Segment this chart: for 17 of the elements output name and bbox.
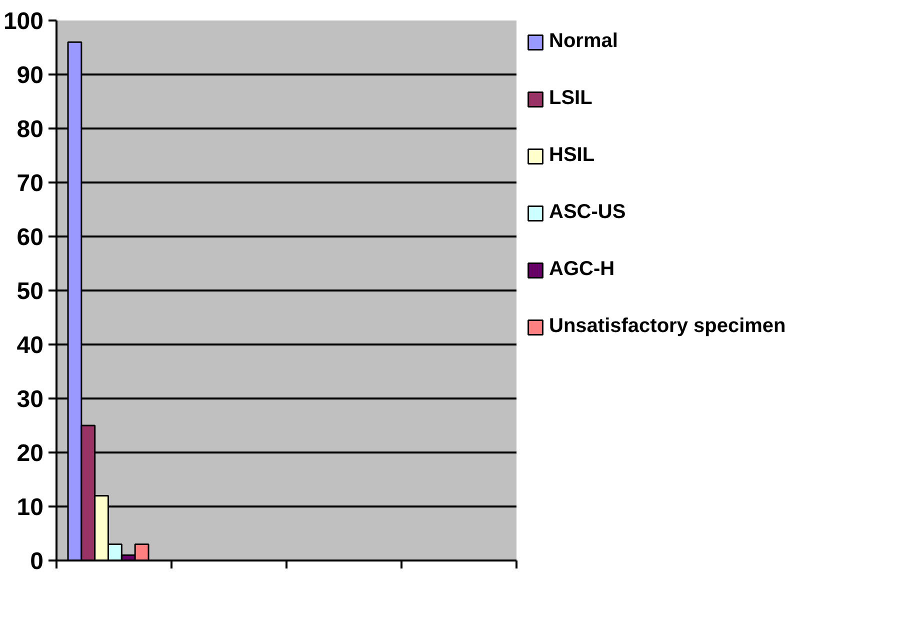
y-tick-label: 80: [16, 116, 44, 143]
legend-label: HSIL: [549, 144, 595, 167]
y-tick-label: 100: [3, 8, 44, 35]
y-tick-label: 70: [16, 170, 44, 197]
legend-label: Normal: [549, 30, 618, 53]
legend-label: AGC-H: [549, 258, 615, 281]
y-tick-label: 10: [16, 494, 44, 521]
legend-label: Unsatisfactory specimen: [549, 315, 786, 338]
y-tick-label: 60: [16, 224, 44, 251]
y-tick-label: 30: [16, 386, 44, 413]
y-tick-label: 20: [16, 440, 44, 467]
y-tick-label: 0: [30, 548, 44, 575]
y-tick-label: 40: [16, 332, 44, 359]
y-tick-label: 90: [16, 62, 44, 89]
y-tick-label: 50: [16, 278, 44, 305]
legend-label: ASC-US: [549, 201, 626, 224]
legend-label: LSIL: [549, 87, 592, 110]
